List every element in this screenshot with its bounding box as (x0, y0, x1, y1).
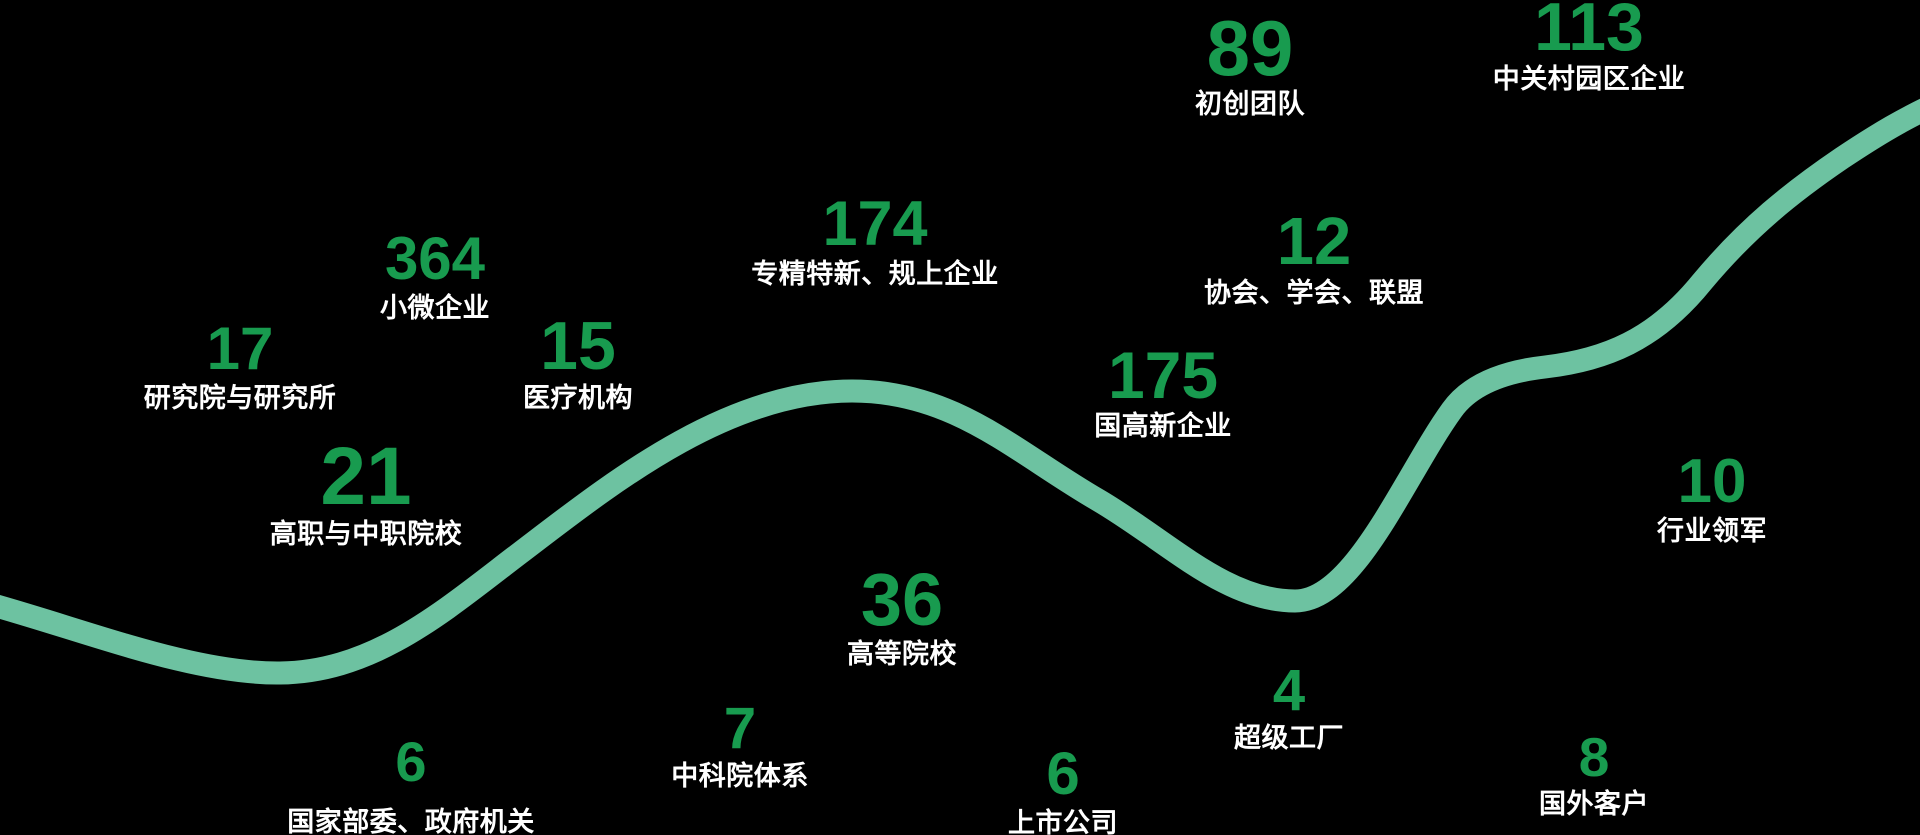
stat-value: 17 (206, 315, 274, 382)
stat-label: 协会、学会、联盟 (1204, 278, 1424, 309)
stat-national-high-tech-enterprises: 175 国高新企业 (1094, 338, 1232, 442)
stat-label: 超级工厂 (1234, 723, 1344, 754)
stat-cas-system: 7 中科院体系 (671, 696, 809, 792)
stat-research-institutes: 17 研究院与研究所 (143, 315, 337, 413)
stat-value: 7 (723, 696, 757, 761)
wave-path (0, 98, 1920, 685)
stat-label: 国高新企业 (1094, 411, 1232, 442)
stat-label: 小微企业 (380, 292, 490, 323)
stat-label: 研究院与研究所 (143, 382, 337, 413)
stat-value: 4 (1272, 658, 1306, 723)
stat-specialized-new-enterprises: 174 专精特新、规上企业 (751, 189, 999, 290)
stat-value: 113 (1534, 0, 1644, 65)
stat-value: 36 (860, 558, 944, 641)
stat-label: 高职与中职院校 (269, 518, 463, 549)
stat-label: 中科院体系 (671, 761, 809, 792)
stat-listed-companies: 6 上市公司 (1008, 740, 1118, 835)
stat-startup-teams: 89 初创团队 (1195, 4, 1305, 120)
stat-super-factories: 4 超级工厂 (1234, 658, 1344, 754)
stat-label: 高等院校 (847, 638, 957, 669)
stat-value: 12 (1276, 204, 1352, 279)
stat-vocational-colleges: 21 高职与中职院校 (269, 431, 463, 550)
stat-value: 175 (1107, 338, 1219, 412)
stat-value: 6 (1046, 740, 1080, 807)
stat-government-agencies: 6 国家部委、政府机关 (287, 730, 535, 835)
stat-value: 6 (395, 730, 427, 793)
stat-value: 89 (1206, 4, 1294, 92)
stat-zhongguancun-park-enterprises: 113 中关村园区企业 (1492, 0, 1686, 95)
stat-label: 行业领军 (1657, 516, 1767, 547)
stat-label: 专精特新、规上企业 (751, 259, 999, 290)
stat-small-micro-enterprises: 364 小微企业 (380, 225, 490, 323)
stat-industry-leaders: 10 行业领军 (1657, 447, 1767, 547)
stat-label: 上市公司 (1008, 807, 1118, 835)
stat-label: 初创团队 (1195, 88, 1305, 119)
stat-overseas-clients: 8 国外客户 (1539, 726, 1649, 820)
stat-higher-education-institutions: 36 高等院校 (847, 558, 957, 669)
stat-value: 21 (320, 431, 412, 522)
stat-label: 医疗机构 (523, 383, 633, 414)
stat-associations-societies-alliances: 12 协会、学会、联盟 (1204, 204, 1424, 309)
stat-label: 中关村园区企业 (1492, 64, 1686, 95)
stat-label: 国家部委、政府机关 (287, 806, 535, 835)
stat-label: 国外客户 (1539, 788, 1649, 819)
stat-medical-institutions: 15 医疗机构 (523, 308, 633, 414)
stat-value: 8 (1578, 726, 1610, 788)
stat-value: 174 (822, 189, 928, 259)
stat-value: 10 (1677, 447, 1747, 516)
stat-value: 15 (540, 308, 616, 384)
stat-value: 364 (384, 225, 486, 292)
